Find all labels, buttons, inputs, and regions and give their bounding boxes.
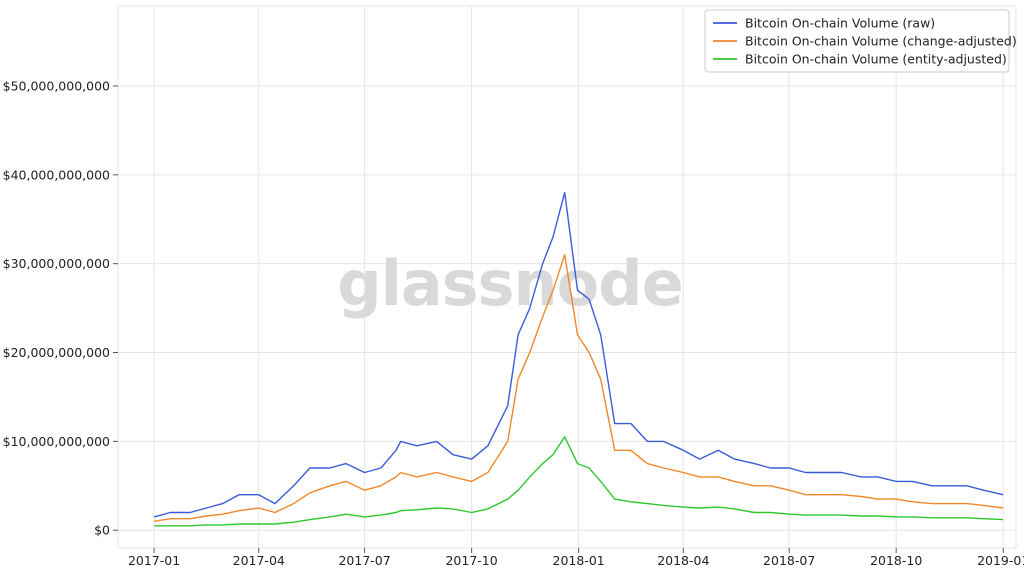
x-tick-label: 2018-10 <box>870 553 922 568</box>
axes: 2017-01 2017-04 2017-07 2017-10 2018-01 2018-… <box>3 78 1024 568</box>
series-layer <box>153 191 1004 527</box>
y-tick-label: $50,000,000,000 <box>3 78 110 93</box>
x-tick-label: 2017-07 <box>338 553 390 568</box>
x-tick-label: 2018-07 <box>763 553 815 568</box>
y-tick-label: $40,000,000,000 <box>3 167 110 182</box>
legend-box <box>704 9 1010 73</box>
x-tick-label: 2017-10 <box>445 553 497 568</box>
legend-label-change-adjusted: Bitcoin On-chain Volume (change-adjusted… <box>745 34 1017 49</box>
series-line-entity-adjusted <box>154 436 1004 527</box>
y-tick-label: $0 <box>94 523 110 538</box>
x-tick-label: 2017-04 <box>233 553 285 568</box>
legend-label-entity-adjusted: Bitcoin On-chain Volume (entity-adjusted… <box>745 52 1007 67</box>
y-tick-label: $30,000,000,000 <box>3 256 110 271</box>
x-tick-label: 2017-01 <box>128 553 180 568</box>
watermark-text: glassnode <box>337 247 682 320</box>
series-line-raw <box>153 191 1004 518</box>
series-line-change-adjusted <box>153 254 1004 522</box>
y-tick-label: $20,000,000,000 <box>3 345 110 360</box>
legend: Bitcoin On-chain Volume (raw) Bitcoin On… <box>704 9 1017 73</box>
x-tick-label: 2019-01 <box>977 553 1024 568</box>
y-tick-label: $10,000,000,000 <box>3 434 110 449</box>
plot-frame <box>117 5 1017 549</box>
x-tick-label: 2018-01 <box>553 553 605 568</box>
x-tick-label: 2018-04 <box>657 553 709 568</box>
legend-label-raw: Bitcoin On-chain Volume (raw) <box>745 16 935 31</box>
